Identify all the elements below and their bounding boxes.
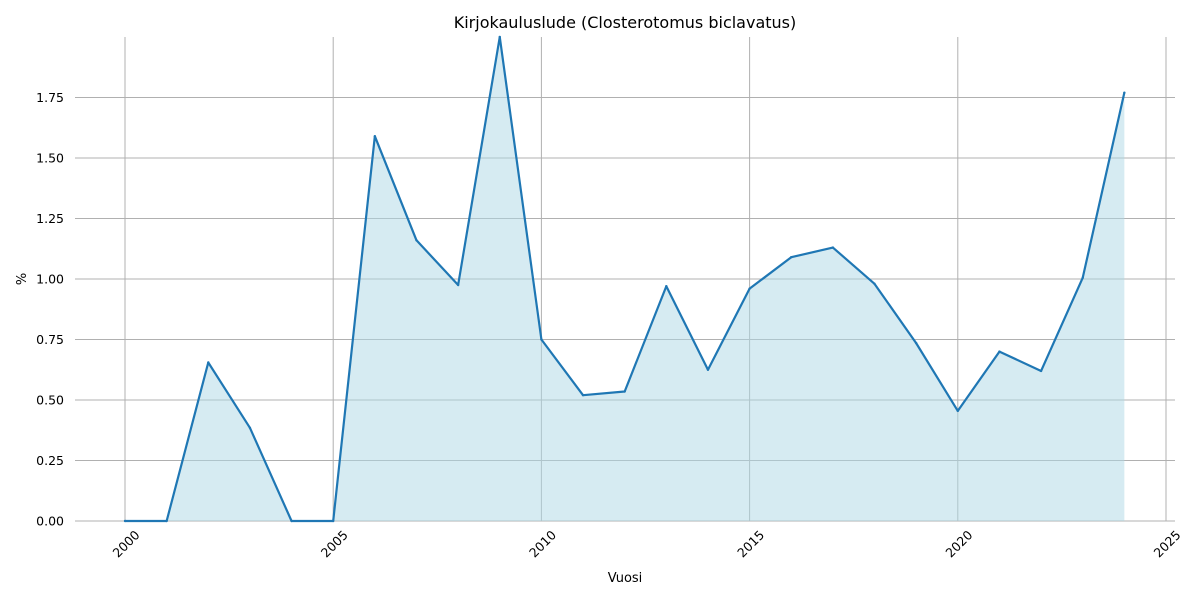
y-axis-label: % (15, 273, 30, 285)
x-tick-label: 2005 (318, 527, 351, 560)
data-point (415, 239, 418, 242)
x-tick-label: 2015 (734, 527, 767, 560)
y-tick-label: 0.50 (36, 393, 64, 408)
data-point (248, 426, 252, 430)
data-points (123, 35, 1126, 523)
data-point (207, 361, 210, 364)
x-tick-label: 2025 (1151, 527, 1184, 560)
data-point (581, 393, 585, 397)
data-point (1123, 91, 1126, 94)
data-point (373, 135, 377, 138)
data-point (1081, 276, 1084, 279)
y-tick-label: 0.75 (36, 332, 64, 347)
y-tick-labels: 0.00 0.25 0.50 0.75 1.00 1.25 1.50 1.75 (36, 90, 64, 529)
y-tick-label: 1.00 (36, 272, 64, 287)
y-tick-label: 1.75 (36, 90, 64, 105)
data-point (498, 35, 501, 39)
data-point (1039, 369, 1043, 373)
data-point (123, 519, 127, 523)
x-tick-label: 2000 (110, 527, 143, 560)
data-point (456, 283, 460, 287)
data-point (790, 256, 793, 259)
x-tick-labels: 2000 2005 2010 2015 2020 2025 (110, 527, 1184, 560)
data-point (956, 409, 959, 413)
data-point (290, 519, 293, 523)
y-tick-label: 1.50 (36, 151, 64, 166)
data-point (831, 246, 835, 249)
y-tick-label: 0.25 (36, 453, 64, 468)
data-point (332, 519, 335, 523)
data-point (165, 519, 168, 523)
x-axis-label: Vuosi (608, 571, 643, 586)
data-point (540, 338, 543, 341)
data-point (748, 287, 751, 290)
chart-title: Kirjokauluslude (Closterotomus biclavatu… (454, 13, 797, 32)
data-point (623, 390, 626, 393)
x-tick-label: 2020 (942, 527, 975, 560)
y-tick-label: 1.25 (36, 211, 64, 226)
x-tick-label: 2010 (526, 527, 559, 560)
y-tick-label: 0.00 (36, 514, 64, 529)
data-point (914, 341, 918, 345)
data-point (873, 282, 876, 286)
area-fill (125, 37, 1125, 521)
data-point (998, 350, 1001, 353)
data-point (665, 285, 668, 288)
data-point (706, 368, 710, 371)
